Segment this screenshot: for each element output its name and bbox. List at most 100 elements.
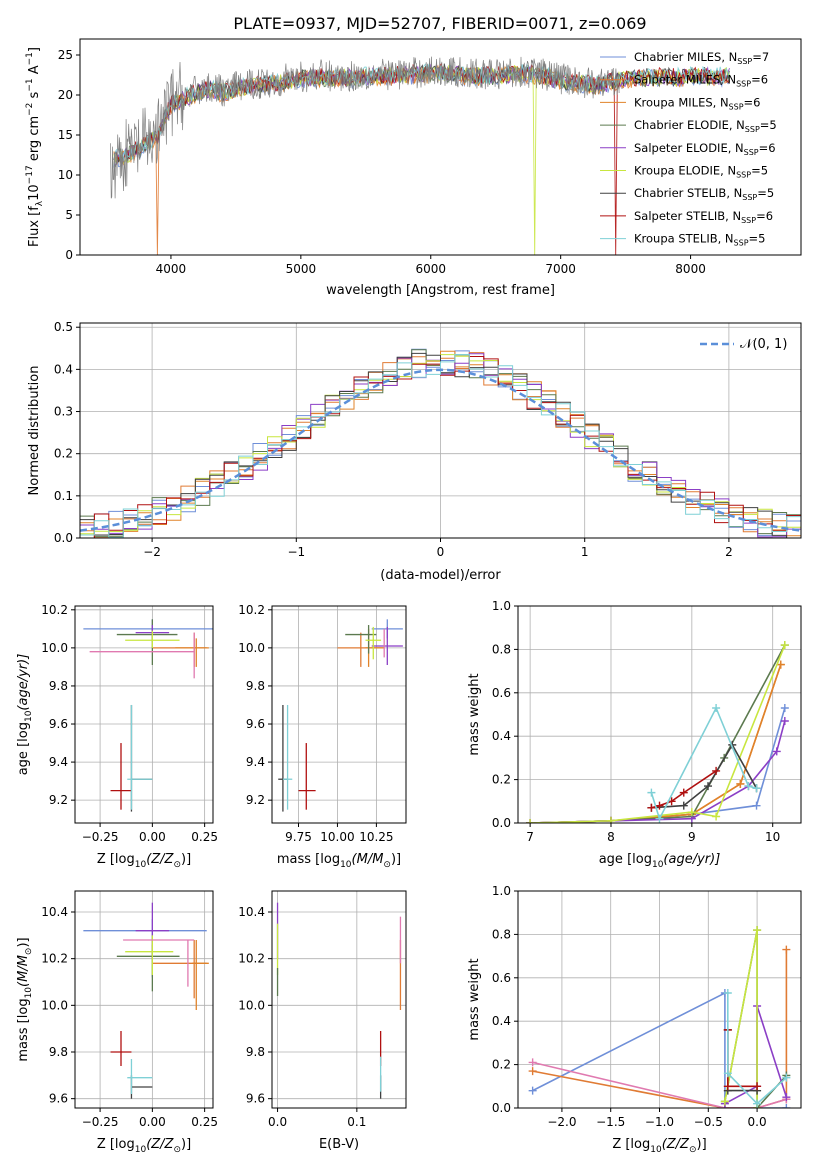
clipped-layer — [278, 619, 403, 812]
x-axis-label: age [log10(age/yr)] — [599, 852, 721, 870]
clipped-layer — [80, 348, 801, 538]
x-tick-label: 10.00 — [320, 830, 354, 844]
mass-weight-series — [530, 644, 786, 823]
mass-weight-marker — [655, 801, 664, 810]
axes-frame — [517, 605, 802, 824]
mass-weight-marker — [526, 819, 535, 823]
legend-label: Salpeter ELODIE, NSSP=6 — [634, 141, 776, 157]
y-tick-label: 20 — [58, 88, 73, 102]
label-part: )] — [181, 852, 191, 867]
x-tick-label: −0.25 — [82, 830, 119, 844]
figure-title: PLATE=0937, MJD=52707, FIBERID=0071, z=0… — [233, 14, 646, 33]
label-part: A — [27, 65, 42, 78]
mass-weight-marker — [687, 808, 696, 817]
panel-mass-weight-vs-metallicity: −2.0 −1.5 −1.0 −0.5 0.0 0.0 0.2 0.4 0.6 0.8 1.0 Z [… — [467, 884, 802, 1155]
legend-sub: SSP — [737, 57, 752, 66]
legend-count: =5 — [757, 186, 774, 200]
y-tick-label: 0 — [65, 248, 73, 262]
y-tick-label: 5 — [65, 208, 73, 222]
legend-count: =7 — [752, 50, 769, 64]
panel-spectrum: 4000 5000 6000 7000 8000 0 5 10 15 20 25 wavelength… — [25, 38, 802, 298]
label-part: (M/M — [352, 852, 384, 867]
legend-sub: SSP — [729, 102, 744, 111]
x-tick-label: 0.25 — [191, 1115, 218, 1129]
y-tick-label: 10.2 — [238, 952, 265, 966]
x-tick-label: −1.5 — [596, 1115, 625, 1129]
label-part: ⊙ — [173, 860, 181, 870]
label-part: Z [log — [97, 852, 135, 867]
y-tick-label: 0.8 — [492, 927, 511, 941]
y-tick-label: 0.4 — [492, 1014, 511, 1028]
mass-weight-marker — [606, 816, 615, 823]
label-part: 10 — [340, 860, 352, 870]
mass-weight-marker — [647, 788, 656, 797]
mass-weight-marker — [720, 1097, 729, 1106]
mass-weight-marker — [712, 812, 721, 821]
x-tick-label: −1.0 — [645, 1115, 674, 1129]
label-part: ⊙ — [24, 948, 34, 956]
x-tick-label: 8000 — [675, 262, 706, 276]
y-tick-label: 10.0 — [41, 641, 68, 655]
mass-weight-marker — [782, 1093, 791, 1102]
mass-weight-marker — [655, 814, 664, 823]
label-part: −1 — [25, 78, 35, 91]
mass-weight-series — [530, 664, 782, 823]
mass-weight-marker — [679, 788, 688, 797]
mass-weight-marker — [712, 766, 721, 775]
y-tick-label: 0.0 — [492, 1101, 511, 1115]
y-tick-label: 0.2 — [492, 773, 511, 787]
mass-weight-marker — [772, 747, 781, 756]
legend-name: Salpeter MILES, N — [634, 73, 736, 87]
legend-sub: SSP — [742, 193, 757, 202]
y-axis-label: mass [log10(M/M⊙)] — [16, 937, 34, 1061]
legend-name: Chabrier ELODIE, N — [634, 118, 745, 132]
x-tick-label: −2 — [143, 545, 161, 559]
x-axis-label: Z [log10(Z/Z⊙)] — [612, 1137, 706, 1155]
legend-sub: SSP — [736, 80, 751, 89]
y-tick-label: 0.1 — [54, 489, 73, 503]
mass-weight-marker — [736, 779, 745, 788]
label-part: (Z/Z — [146, 852, 174, 867]
x-tick-label: −1 — [287, 545, 305, 559]
residual-histogram — [80, 352, 801, 538]
y-axis-label: Flux [fλ10−17 erg cm−2 s−1 A−1] — [25, 47, 45, 247]
label-part: (Z/Z — [146, 1137, 174, 1152]
mass-weight-marker — [753, 1099, 762, 1108]
normal-curve-legend-label: 𝒩(0, 1) — [740, 337, 787, 352]
label-part: (Z/Z — [662, 1137, 690, 1152]
x-tick-label: 0.0 — [268, 1115, 287, 1129]
legend-name: Salpeter STELIB, N — [634, 209, 741, 223]
legend-sub: SSP — [745, 125, 760, 134]
mass-weight-series — [530, 664, 782, 823]
mass-weight-marker — [782, 1104, 791, 1108]
mass-weight-series — [650, 706, 757, 821]
label-part: ⊙ — [173, 1145, 181, 1155]
clipped-layer — [110, 56, 730, 255]
y-tick-label: 0.3 — [54, 405, 73, 419]
label-part: 10 — [135, 1145, 147, 1155]
panel-mass-vs-metallicity: −0.25 0.00 0.259.69.810.010.210.4Z [log10(… — [16, 890, 218, 1155]
mass-weight-marker — [752, 784, 761, 793]
label-part: (age/yr)] — [16, 654, 31, 711]
x-tick-label: 10.25 — [359, 830, 393, 844]
y-tick-label: 9.4 — [246, 755, 265, 769]
y-tick-label: 9.8 — [246, 1045, 265, 1059]
y-axis-label: Normed distribution — [27, 366, 42, 496]
y-tick-label: 25 — [58, 48, 73, 62]
x-tick-label: 0.0 — [748, 1115, 767, 1129]
label-part: )] — [697, 1137, 707, 1152]
y-tick-label: 0.8 — [492, 642, 511, 656]
x-tick-label: 0.1 — [347, 1115, 366, 1129]
y-tick-label: 9.8 — [246, 679, 265, 693]
legend-name: Kroupa STELIB, N — [634, 232, 734, 246]
legend-count: =6 — [744, 95, 761, 109]
residuals-legend: 𝒩(0, 1) — [700, 337, 787, 352]
axes-frame — [271, 605, 407, 824]
y-tick-label: 9.8 — [49, 1045, 68, 1059]
legend-name: Kroupa ELODIE, N — [634, 164, 736, 178]
legend-label: Salpeter STELIB, NSSP=6 — [634, 209, 773, 225]
label-part: erg cm — [27, 116, 42, 165]
y-tick-label: 9.6 — [49, 1092, 68, 1106]
clipped-layer — [276, 902, 402, 1099]
label-part: mass [log — [16, 998, 31, 1061]
